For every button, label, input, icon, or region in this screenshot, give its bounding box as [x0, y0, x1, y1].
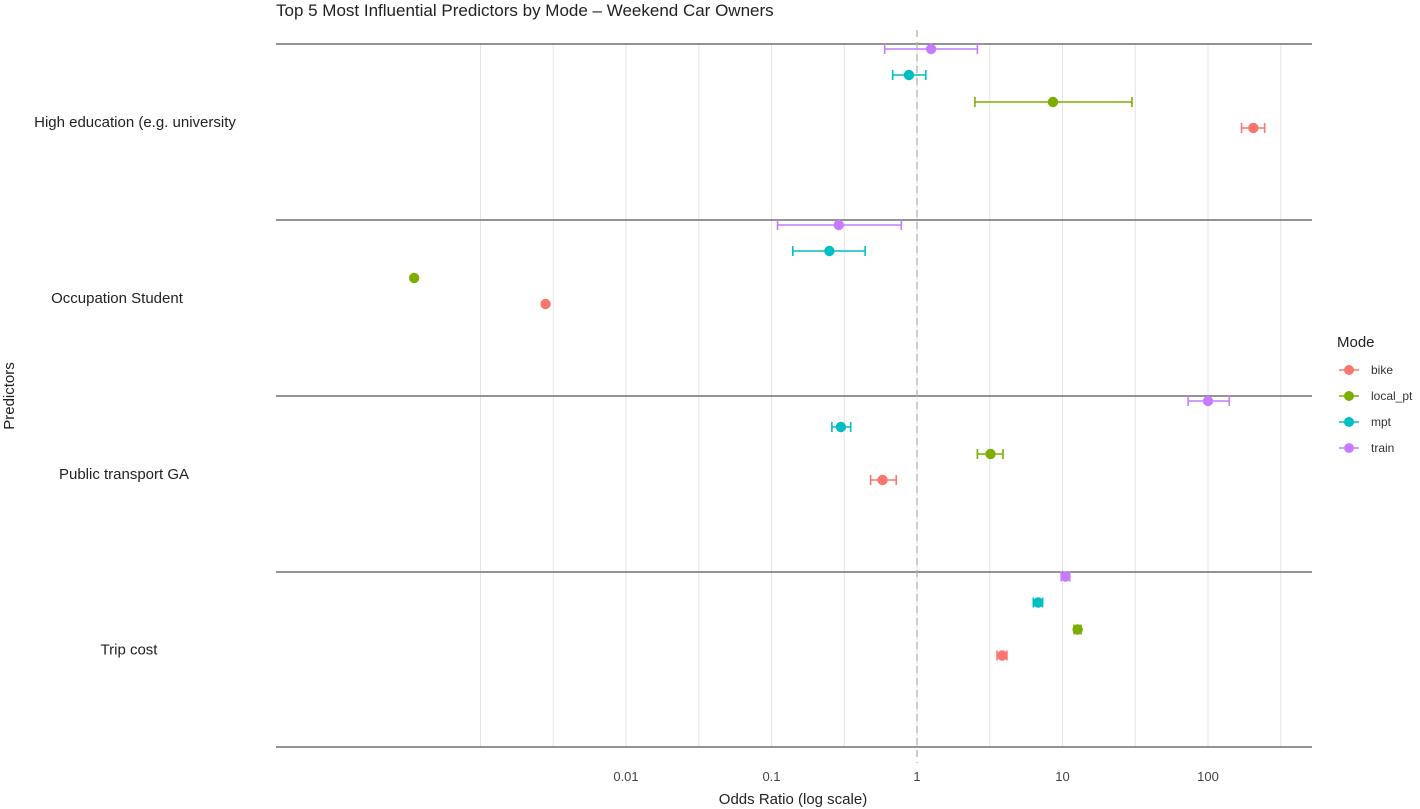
legend-key-point	[1344, 365, 1354, 375]
y-category-label: Trip cost	[101, 642, 159, 659]
point-estimate	[1032, 597, 1044, 608]
legend-label: local_pt	[1371, 389, 1413, 403]
point-estimate	[1248, 122, 1259, 134]
data-marks-layer	[408, 43, 1266, 661]
data-point-train	[776, 219, 903, 231]
legend-entry-local_pt: local_pt	[1339, 389, 1413, 403]
legend-key-point	[1344, 443, 1354, 453]
point-estimate	[877, 474, 888, 486]
point-estimate	[1202, 395, 1214, 407]
legend-key-point	[1344, 417, 1354, 427]
data-point-local_pt	[974, 96, 1133, 108]
y-category-label: Occupation Student	[51, 290, 184, 307]
point-estimate	[925, 43, 937, 55]
point-estimate	[833, 219, 844, 231]
point-estimate	[835, 421, 847, 433]
data-point-bike	[540, 298, 551, 310]
x-axis-title: Odds Ratio (log scale)	[719, 791, 867, 808]
data-point-train	[883, 43, 979, 55]
point-estimate	[1060, 571, 1071, 582]
x-tick-label: 100	[1197, 769, 1219, 784]
data-point-bike	[869, 474, 898, 486]
data-point-train	[1060, 571, 1071, 582]
x-tick-label: 1	[913, 769, 920, 784]
legend-entry-train: train	[1339, 441, 1394, 455]
legend-label: train	[1371, 441, 1394, 455]
y-category-label: High education (e.g. university	[34, 114, 236, 131]
legend-key-point	[1344, 391, 1354, 401]
legend-entry-mpt: mpt	[1339, 415, 1392, 429]
y-category-labels: High education (e.g. university Occupatio…	[34, 114, 236, 659]
point-estimate	[824, 245, 835, 257]
point-estimate	[985, 448, 996, 460]
legend-label: bike	[1371, 363, 1393, 377]
data-point-local_pt	[408, 272, 420, 284]
data-point-mpt	[791, 245, 866, 257]
point-estimate	[540, 298, 551, 310]
y-axis-title: Predictors	[1, 362, 18, 430]
data-point-bike	[1240, 122, 1266, 134]
data-point-mpt	[891, 69, 927, 81]
data-point-local_pt	[1072, 624, 1083, 635]
point-estimate	[1047, 96, 1059, 108]
data-point-local_pt	[976, 448, 1004, 460]
point-estimate	[408, 272, 420, 284]
data-point-train	[1187, 395, 1231, 407]
point-estimate	[1072, 624, 1083, 635]
x-tick-label: 10	[1055, 769, 1069, 784]
data-point-mpt	[1032, 597, 1044, 608]
y-category-label: Public transport GA	[59, 466, 189, 483]
data-point-bike	[996, 650, 1008, 661]
x-tick-labels: 0.01 0.1 1 10 100	[613, 769, 1219, 784]
legend-title: Mode	[1337, 334, 1375, 351]
point-estimate	[996, 650, 1008, 661]
data-point-mpt	[831, 421, 852, 433]
chart-title: Top 5 Most Influential Predictors by Mod…	[276, 1, 774, 20]
legend-label: mpt	[1371, 415, 1392, 429]
x-tick-label: 0.01	[613, 769, 638, 784]
category-separators	[276, 43, 1312, 748]
x-tick-label: 0.1	[762, 769, 780, 784]
legend-entry-bike: bike	[1339, 363, 1393, 377]
point-estimate	[903, 69, 915, 81]
